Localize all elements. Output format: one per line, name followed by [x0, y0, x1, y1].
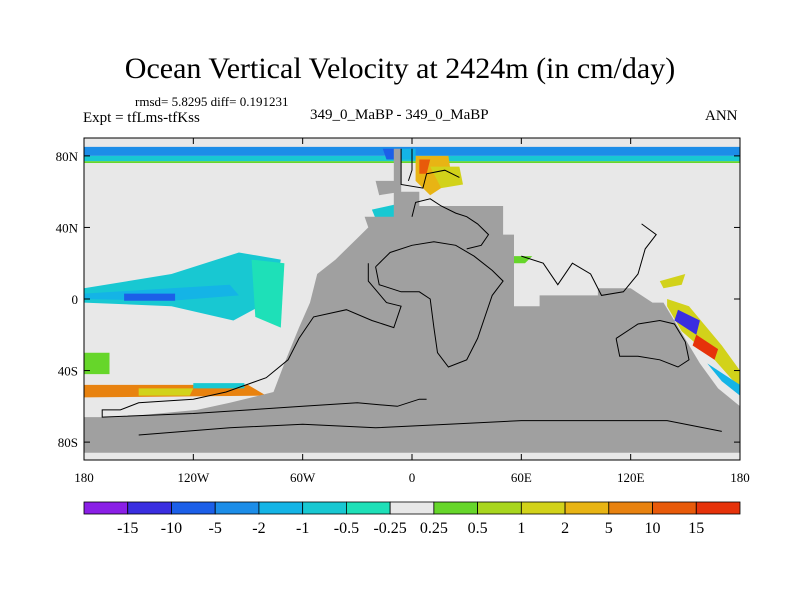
coastline-asia: [521, 223, 657, 296]
sw-pac-blue: [674, 309, 700, 335]
colorbar-box: [127, 501, 172, 515]
colorbar-label: 5: [605, 520, 613, 537]
south-ocean-yellow: [138, 388, 194, 396]
case-label: 349_0_MaBP - 349_0_MaBP: [310, 107, 489, 123]
x-tick-label: 120W: [177, 470, 210, 485]
coastline-africa: [375, 241, 504, 368]
axes: 180 120W 60W 0 60E 120E 180 80N 40N 0 40S 80S: [56, 138, 750, 485]
colorbar-box: [695, 501, 741, 515]
colorbar-box: [345, 501, 391, 515]
y-tick-label: 80S: [58, 435, 78, 450]
x-tick-label: 120E: [617, 470, 645, 485]
coastlines: [101, 148, 722, 436]
land-mass-greenland: [375, 180, 402, 196]
coastline-europe: [411, 198, 490, 250]
colorbar-label: -15: [117, 520, 138, 537]
colorbar-label: 15: [688, 520, 704, 537]
pac-eq-blue: [124, 293, 176, 301]
colorbar-box: [652, 501, 697, 515]
colorbar-box: [389, 501, 435, 515]
fram-strait-red: [419, 159, 431, 174]
arctic-fram-cyan: [401, 148, 416, 160]
south-ocean-cyan: [193, 383, 245, 389]
x-tick-label: 0: [409, 470, 416, 485]
colorbar-label: 0.5: [468, 520, 488, 537]
colorbar-box: [214, 501, 260, 515]
colorbar-label: 0.25: [420, 520, 448, 537]
colorbar-box: [258, 501, 304, 515]
colorbar-box: [477, 501, 522, 515]
colorbar-label: -0.5: [334, 520, 359, 537]
y-tick-label: 0: [72, 292, 79, 307]
pac-eq-core: [84, 284, 239, 301]
coastline-arctic: [407, 148, 413, 182]
coastline-australia: [615, 319, 690, 368]
colorbar-box: [302, 501, 347, 515]
x-tick-label: 60E: [511, 470, 532, 485]
chart-title: Ocean Vertical Velocity at 2424m (in cm/…: [124, 52, 676, 85]
x-tick-label: 180: [74, 470, 94, 485]
sw-pac-red: [692, 334, 719, 360]
colorbar-label: 10: [645, 520, 661, 537]
colorbar-label: -10: [161, 520, 182, 537]
x-tick-label: 60W: [290, 470, 316, 485]
north-pac-yellow: [659, 274, 686, 289]
sw-pac-cyan: [707, 363, 740, 396]
y-tick-label: 40N: [56, 220, 79, 235]
pac-east-green: [251, 259, 285, 328]
colorbar-label: -0.25: [373, 520, 406, 537]
pac-eq-tongue: [84, 252, 281, 321]
colorbar-box: [608, 501, 653, 515]
coastline-antarctica: [138, 420, 722, 436]
experiment-label: Expt = tfLms-tfKss: [83, 110, 200, 126]
colorbar-box: [171, 501, 216, 515]
colorbar-label: -2: [252, 520, 265, 537]
coastline-north-america: [101, 263, 427, 418]
colorbar-box: [520, 501, 566, 515]
colorbar-label: -1: [296, 520, 309, 537]
season-label: ANN: [705, 108, 738, 124]
colorbar-box: [564, 501, 610, 515]
south-pac-green: [84, 352, 110, 375]
x-tick-label: 180: [730, 470, 750, 485]
y-tick-label: 80N: [56, 149, 79, 164]
coastline-greenland: [400, 148, 460, 189]
colorbar-box: [433, 501, 479, 515]
colorbar-label: 1: [517, 520, 525, 537]
y-tick-label: 40S: [58, 364, 78, 379]
colorbar-label: -5: [209, 520, 222, 537]
colorbar-label: 2: [561, 520, 569, 537]
stats-label: rmsd= 5.8295 diff= 0.191231: [135, 94, 289, 109]
land-mass-indian: [477, 295, 514, 317]
colorbar: -15 -10 -5 -2 -1 -0.5 -0.25 0.25 0.5 1 2 5 10 15: [83, 501, 741, 537]
colorbar-box: [83, 501, 129, 515]
land-mass-americas: [84, 148, 740, 453]
